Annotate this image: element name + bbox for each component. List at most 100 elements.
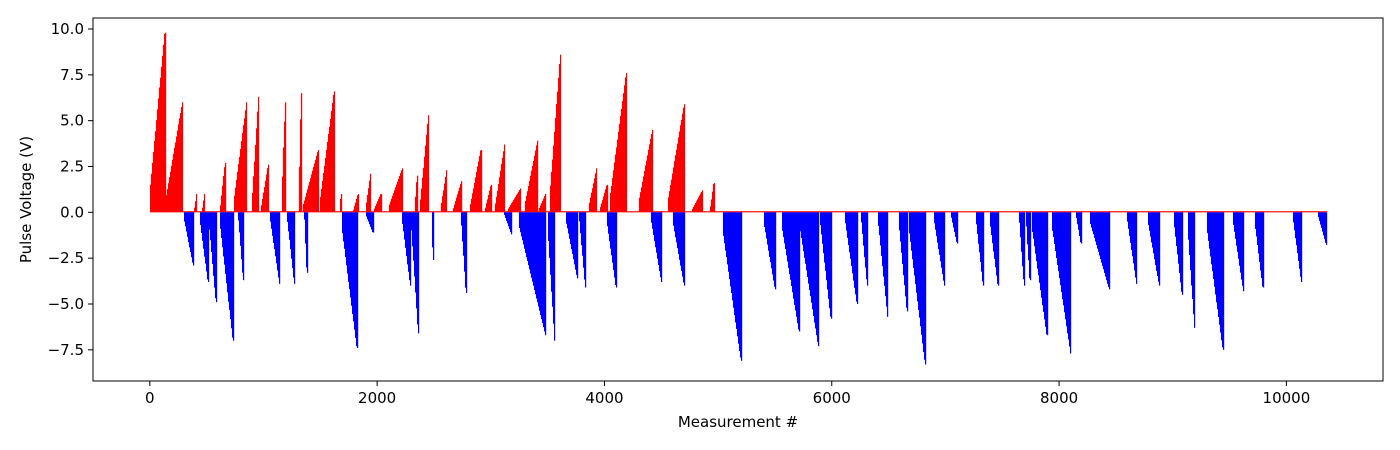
positive-bar-1115 xyxy=(1265,211,1267,213)
positive-bar-1 xyxy=(151,173,153,213)
negative-bar-129 xyxy=(522,212,524,241)
positive-bar-258 xyxy=(408,211,410,213)
negative-bar-417 xyxy=(1059,212,1061,279)
positive-bar-1111 xyxy=(1261,211,1263,213)
positive-bar-424 xyxy=(574,211,576,213)
negative-bar-209 xyxy=(682,212,684,277)
positive-bar-292 xyxy=(442,196,444,213)
negative-bar-541 xyxy=(1320,212,1322,225)
positive-bar-465 xyxy=(615,154,617,213)
positive-bar-1054 xyxy=(1204,211,1206,213)
positive-bar-849 xyxy=(999,211,1001,213)
negative-bar-219 xyxy=(730,212,732,287)
positive-bar-123 xyxy=(273,211,275,213)
positive-bar-786 xyxy=(936,211,938,213)
negative-bar-179 xyxy=(607,212,609,227)
positive-bar-436 xyxy=(586,211,588,213)
negative-bar-166 xyxy=(572,212,574,254)
negative-bar-433 xyxy=(1080,212,1082,243)
positive-bar-1095 xyxy=(1245,211,1247,213)
negative-bar-31 xyxy=(224,212,226,265)
positive-bar-1147 xyxy=(1297,211,1299,213)
positive-bar-8 xyxy=(158,98,160,213)
positive-bar-203 xyxy=(353,209,355,213)
negative-bar-303 xyxy=(856,212,858,302)
positive-bar-1126 xyxy=(1276,211,1278,213)
negative-bar-385 xyxy=(1021,212,1023,252)
negative-bar-283 xyxy=(823,212,825,254)
positive-bar-841 xyxy=(991,211,993,213)
negative-bar-298 xyxy=(851,212,853,267)
positive-bar-511 xyxy=(661,211,663,213)
negative-bar-501 xyxy=(1215,212,1217,295)
positive-bar-167 xyxy=(317,152,319,213)
negative-bar-183 xyxy=(611,212,613,256)
negative-bar-362 xyxy=(954,212,956,232)
positive-bar-904 xyxy=(1054,211,1056,213)
negative-bar-426 xyxy=(1068,212,1070,340)
negative-bar-481 xyxy=(1178,212,1180,264)
positive-bar-197 xyxy=(347,211,349,213)
positive-bar-352 xyxy=(502,157,504,213)
positive-bar-913 xyxy=(1063,211,1065,213)
negative-bar-21 xyxy=(211,212,213,253)
negative-bar-509 xyxy=(1223,212,1225,350)
positive-bar-460 xyxy=(610,192,612,213)
negative-bar-184 xyxy=(612,212,614,263)
negative-bar-354 xyxy=(940,212,942,262)
negative-bar-145 xyxy=(538,212,540,307)
positive-bar-602 xyxy=(752,211,754,213)
positive-bar-499 xyxy=(649,144,651,213)
negative-bar-82 xyxy=(355,212,357,338)
positive-bar-836 xyxy=(986,211,988,213)
negative-bar-510 xyxy=(1233,212,1235,225)
negative-bar-402 xyxy=(1040,212,1042,291)
positive-bar-328 xyxy=(478,161,480,213)
negative-bar-332 xyxy=(910,212,912,243)
positive-bar-509 xyxy=(659,211,661,213)
positive-bar-1064 xyxy=(1214,211,1216,213)
negative-bar-387 xyxy=(1023,212,1025,280)
positive-bar-1005 xyxy=(1155,211,1157,213)
positive-bar-48 xyxy=(198,211,200,213)
negative-bar-321 xyxy=(887,212,889,317)
negative-bar-14 xyxy=(204,212,206,257)
positive-bar-1014 xyxy=(1164,211,1166,213)
negative-bar-287 xyxy=(827,212,829,290)
positive-bar-171 xyxy=(321,188,323,213)
positive-bar-117 xyxy=(267,168,269,213)
positive-bar-955 xyxy=(1105,211,1107,213)
negative-bar-308 xyxy=(864,212,866,258)
positive-bar-94 xyxy=(244,118,246,213)
positive-bar-358 xyxy=(508,208,510,213)
positive-bar-315 xyxy=(465,211,467,213)
positive-bar-35 xyxy=(185,211,187,213)
negative-bar-324 xyxy=(901,212,903,253)
positive-bar-812 xyxy=(962,211,964,213)
positive-bar-956 xyxy=(1106,211,1108,213)
positive-bar-590 xyxy=(740,211,742,213)
positive-bar-816 xyxy=(966,211,968,213)
positive-bar-960 xyxy=(1110,211,1112,213)
positive-bar-287 xyxy=(437,211,439,213)
negative-bar-164 xyxy=(570,212,572,245)
negative-bar-369 xyxy=(979,212,981,253)
positive-bar-1163 xyxy=(1313,211,1315,213)
negative-bar-441 xyxy=(1096,212,1098,246)
positive-bar-445 xyxy=(595,173,597,213)
positive-bar-985 xyxy=(1135,211,1137,213)
x-axis-label: Measurement # xyxy=(678,413,798,431)
positive-bar-768 xyxy=(918,211,920,213)
positive-bar-174 xyxy=(324,165,326,213)
positive-bar-1131 xyxy=(1281,211,1283,213)
negative-bar-320 xyxy=(886,212,888,307)
positive-bar-309 xyxy=(459,187,461,213)
positive-bar-599 xyxy=(749,211,751,213)
positive-bar-12 xyxy=(162,55,164,213)
positive-bar-337 xyxy=(487,199,489,213)
negative-bar-412 xyxy=(1054,212,1056,245)
positive-bar-1017 xyxy=(1167,211,1169,213)
positive-bar-476 xyxy=(626,73,628,213)
positive-bar-770 xyxy=(920,211,922,213)
positive-bar-385 xyxy=(535,150,537,213)
